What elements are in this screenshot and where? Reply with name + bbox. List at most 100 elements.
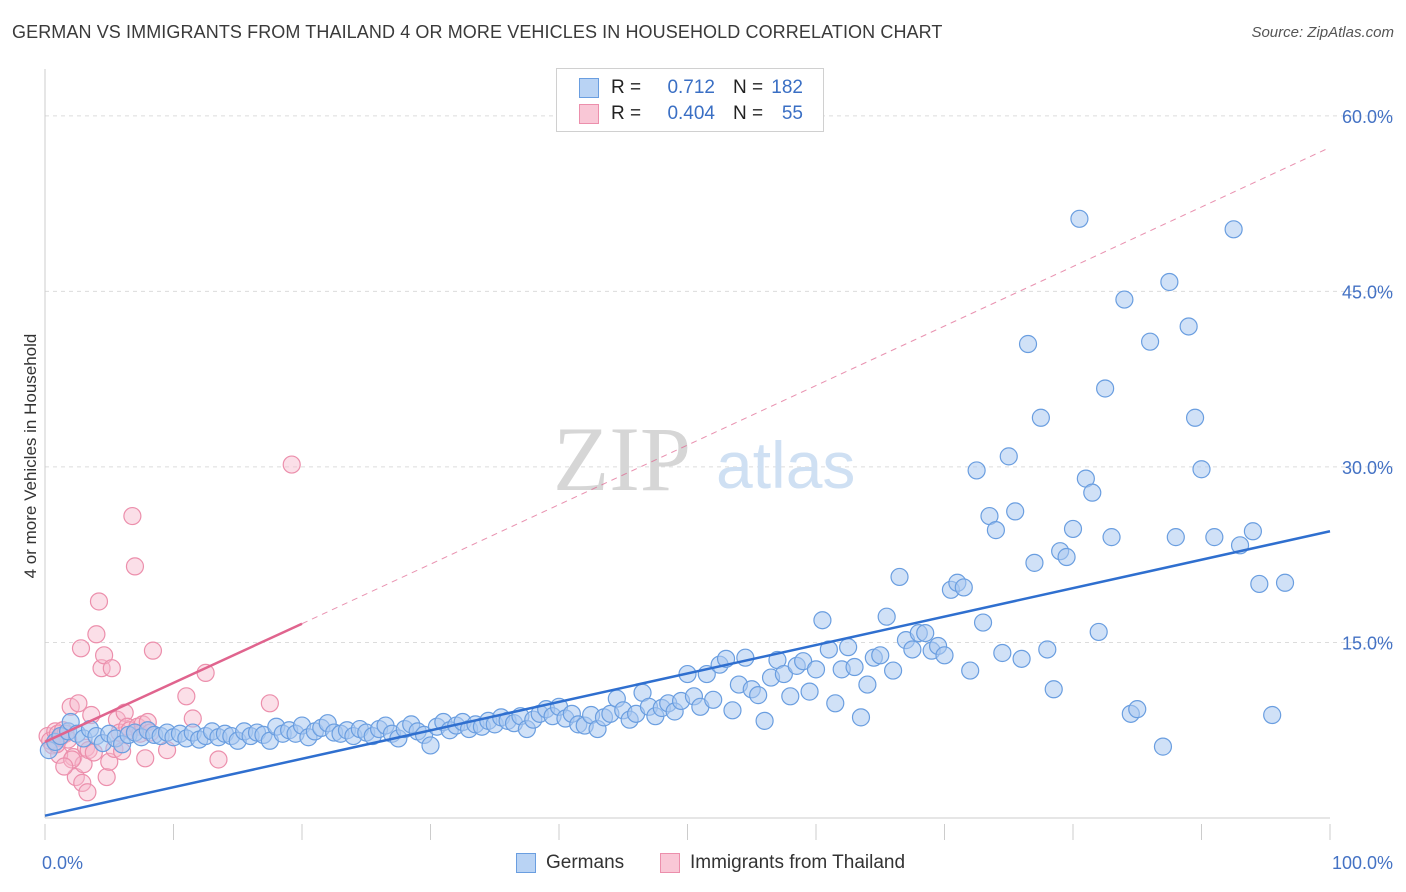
series-legend: Germans Immigrants from Thailand xyxy=(0,852,1406,878)
data-point-germans xyxy=(935,646,954,665)
data-point-thailand xyxy=(282,455,301,474)
data-point-germans xyxy=(1128,700,1147,719)
data-point-thailand xyxy=(62,750,82,769)
legend-r-value: 0.404 xyxy=(667,103,715,124)
legend-swatch-pink xyxy=(660,853,680,873)
data-point-germans xyxy=(903,640,922,659)
data-point-germans xyxy=(1102,528,1121,547)
chart-title: GERMAN VS IMMIGRANTS FROM THAILAND 4 OR … xyxy=(12,22,943,42)
data-point-germans xyxy=(986,521,1006,540)
legend-label-thailand: Immigrants from Thailand xyxy=(690,852,906,873)
tick-labels: 15.0% 30.0% 45.0% 60.0% 0.0% 100.0% xyxy=(42,107,1393,873)
legend-r-label: R = xyxy=(611,77,642,98)
data-point-germans xyxy=(1140,332,1160,351)
data-point-germans xyxy=(839,638,858,657)
data-point-germans xyxy=(973,613,993,632)
data-point-germans xyxy=(1089,622,1108,642)
data-point-germans xyxy=(1038,640,1057,659)
data-point-germans xyxy=(813,611,832,630)
data-point-germans xyxy=(1160,272,1179,292)
data-point-thailand xyxy=(69,694,88,713)
data-point-germans xyxy=(1179,317,1198,336)
y-tick-label: 30.0% xyxy=(1342,458,1393,478)
data-point-thailand xyxy=(73,773,92,792)
legend-n-value: 55 xyxy=(781,103,803,124)
legend-swatch-pink xyxy=(579,104,599,124)
data-point-germans xyxy=(781,687,800,706)
y-axis-label: 4 or more Vehicles in Household xyxy=(21,334,40,579)
data-point-germans xyxy=(1057,547,1076,567)
source-note: Source: ZipAtlas.com xyxy=(1251,24,1394,41)
data-point-germans xyxy=(704,690,723,709)
data-point-germans xyxy=(723,701,742,720)
watermark-zip: ZIP xyxy=(553,408,691,510)
trend-lines xyxy=(44,146,1331,817)
data-point-germans xyxy=(877,607,896,626)
series-germans-points xyxy=(39,209,1295,760)
data-point-germans xyxy=(1044,680,1063,699)
legend-r-value: 0.712 xyxy=(667,77,715,98)
data-point-germans xyxy=(774,664,793,684)
data-point-germans xyxy=(993,643,1012,663)
trendline-thailand xyxy=(44,622,303,744)
legend-row-thailand: R = 0.404 N = 55 xyxy=(579,101,803,127)
data-point-germans xyxy=(961,661,980,680)
data-point-germans xyxy=(883,661,903,680)
data-point-germans xyxy=(1063,519,1083,539)
data-point-germans xyxy=(1275,573,1295,592)
x-tick-label: 0.0% xyxy=(42,853,83,873)
data-point-thailand xyxy=(89,592,109,611)
y-tick-label: 45.0% xyxy=(1342,282,1393,302)
data-point-thailand xyxy=(125,557,145,576)
watermark-atlas: atlas xyxy=(716,428,855,502)
data-point-germans xyxy=(999,447,1018,466)
data-point-germans xyxy=(967,461,986,480)
x-tick-label: 100.0% xyxy=(1332,853,1393,873)
data-point-germans xyxy=(826,694,845,713)
data-point-germans xyxy=(851,708,871,727)
legend-label-germans: Germans xyxy=(546,852,625,873)
data-point-germans xyxy=(858,675,877,694)
series-thailand-points xyxy=(38,455,301,802)
data-point-germans xyxy=(1025,553,1044,572)
data-point-germans xyxy=(755,711,774,730)
data-point-germans xyxy=(1115,290,1134,309)
data-point-germans xyxy=(736,648,755,667)
data-point-germans xyxy=(890,567,909,587)
data-point-germans xyxy=(806,660,826,679)
grid-lines xyxy=(45,115,1395,643)
legend-item-germans[interactable]: Germans xyxy=(516,852,624,874)
legend-item-thailand[interactable]: Immigrants from Thailand xyxy=(660,852,905,874)
data-point-thailand xyxy=(78,783,97,802)
data-point-germans xyxy=(1018,334,1038,354)
legend-n-label: N = xyxy=(733,103,764,124)
data-point-germans xyxy=(871,646,890,665)
legend-n-label: N = xyxy=(733,77,764,98)
data-point-germans xyxy=(1166,528,1185,547)
data-point-thailand xyxy=(143,641,163,660)
data-point-thailand xyxy=(71,639,91,658)
data-point-thailand xyxy=(55,757,74,776)
data-point-germans xyxy=(1070,209,1089,228)
data-point-germans xyxy=(421,736,440,755)
data-point-thailand xyxy=(87,625,106,644)
data-point-thailand xyxy=(260,694,279,713)
data-point-germans xyxy=(1250,574,1269,594)
data-point-germans xyxy=(800,682,819,701)
legend-r-label: R = xyxy=(611,103,642,124)
watermark: ZIP atlas xyxy=(553,408,855,510)
data-point-germans xyxy=(1153,737,1173,756)
y-tick-label: 15.0% xyxy=(1342,633,1393,653)
y-tick-label: 60.0% xyxy=(1342,107,1393,127)
data-point-germans xyxy=(1243,522,1263,541)
data-point-germans xyxy=(1224,220,1243,239)
data-point-germans xyxy=(1006,502,1025,521)
data-point-germans xyxy=(1185,408,1205,427)
data-point-germans xyxy=(749,686,768,705)
data-point-thailand xyxy=(97,767,116,787)
data-point-germans xyxy=(954,578,973,597)
trendline-germans xyxy=(44,530,1331,817)
data-point-germans xyxy=(1263,705,1282,725)
data-point-germans xyxy=(916,623,935,643)
